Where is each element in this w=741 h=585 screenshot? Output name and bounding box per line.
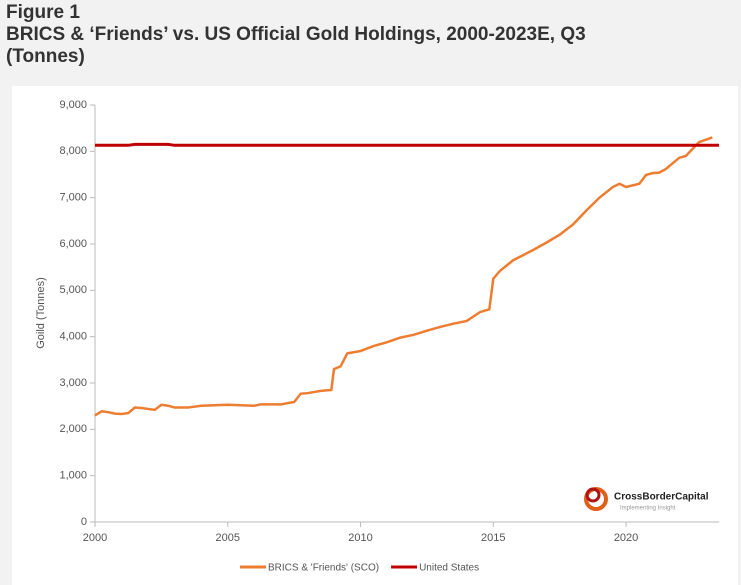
logo-mark	[585, 487, 601, 503]
header: Figure 1 BRICS & ‘Friends’ vs. US Offici…	[6, 2, 606, 68]
y-tick-label: 3,000	[59, 377, 87, 389]
legend-label: United States	[419, 563, 479, 574]
y-tick-label: 8,000	[59, 145, 87, 157]
y-tick-label: 6,000	[59, 238, 87, 250]
y-tick-label: 0	[81, 516, 87, 528]
x-tick-label: 2020	[614, 532, 638, 544]
x-tick-label: 2010	[348, 532, 372, 544]
y-tick-label: 9,000	[59, 99, 87, 111]
x-tick-label: 2015	[481, 532, 505, 544]
figure-label: Figure 1	[6, 2, 80, 23]
chart-panel	[12, 86, 738, 585]
chart-title: BRICS & ‘Friends’ vs. US Official Gold H…	[6, 24, 586, 67]
logo-tagline: Implementing Insight	[620, 506, 676, 512]
logo: CrossBorderCapital Implementing Insight	[584, 487, 709, 512]
y-tick-label: 7,000	[59, 192, 87, 204]
y-tick-label: 1,000	[59, 470, 87, 482]
series-line	[94, 136, 713, 417]
y-tick-label: 2,000	[59, 423, 87, 435]
legend-label: BRICS & 'Friends' (SCO)	[268, 563, 379, 574]
y-tick-label: 5,000	[59, 284, 87, 296]
x-tick-label: 2005	[216, 532, 240, 544]
y-tick-label: 4,000	[59, 331, 87, 343]
y-axis-label: Goild (Tonnes)	[35, 277, 47, 349]
logo-name: CrossBorderCapital	[614, 492, 709, 503]
x-tick-label: 2000	[83, 532, 107, 544]
series-line	[95, 142, 719, 147]
